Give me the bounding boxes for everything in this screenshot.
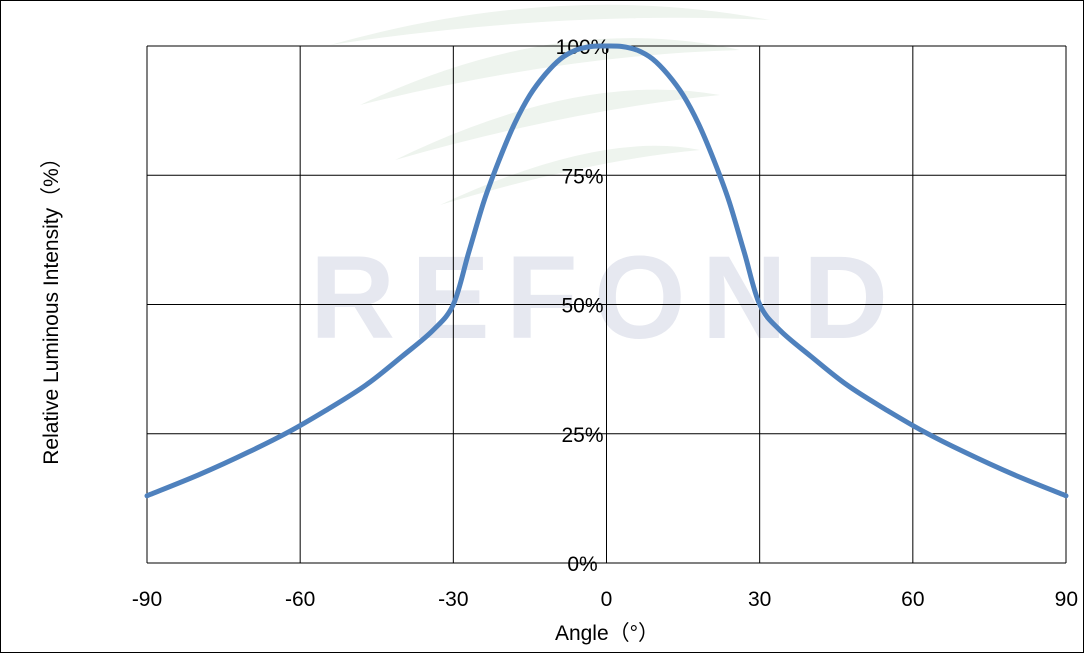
watermark-swoosh-0	[330, 4, 770, 45]
x-tick-label: -60	[285, 588, 315, 611]
x-tick-labels: -90 -60 -30 0 30 60 90	[132, 588, 1078, 611]
watermark-swoosh-3	[440, 145, 700, 205]
y-tick-label: 25%	[561, 424, 603, 447]
x-axis-title: Angle（°）	[555, 622, 659, 645]
y-tick-label: 75%	[561, 165, 603, 188]
x-tick-label: 30	[748, 588, 771, 611]
y-axis-title: Relative Luminous Intensity（%）	[40, 147, 63, 464]
series-line	[144, 43, 1069, 499]
chart-grid	[146, 45, 1067, 564]
x-tick-label: 60	[901, 588, 924, 611]
x-tick-label: -30	[438, 588, 468, 611]
watermark-swoosh-2	[395, 89, 720, 160]
y-tick-label: 50%	[561, 295, 603, 318]
x-tick-label: 0	[601, 588, 613, 611]
x-tick-label: -90	[132, 588, 162, 611]
y-tick-label: 0%	[567, 553, 597, 576]
x-tick-label: 90	[1055, 588, 1078, 611]
